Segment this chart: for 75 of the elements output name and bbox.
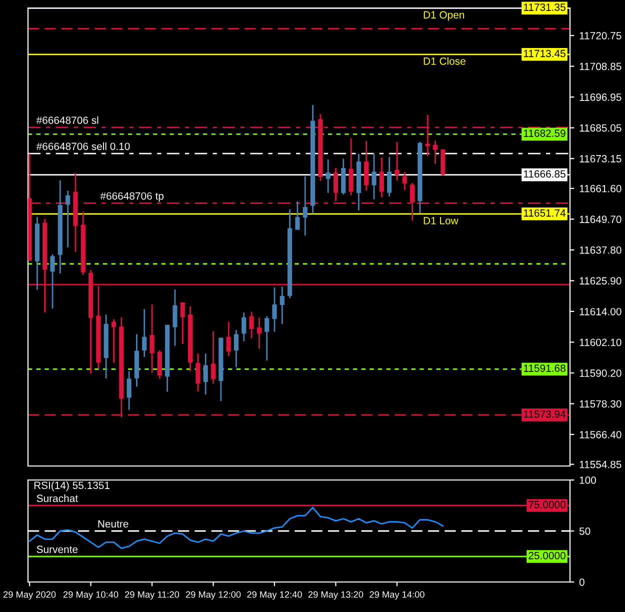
y-tick-label: 11625.90 xyxy=(580,277,622,285)
candlestick xyxy=(242,312,246,342)
annotation: D1 Low xyxy=(424,217,458,224)
annotation: D1 Close xyxy=(424,57,466,65)
candlestick xyxy=(372,153,376,200)
candlestick xyxy=(142,308,147,358)
y-tick-label: 11661.60 xyxy=(580,184,622,192)
candlestick xyxy=(180,302,185,345)
candlestick xyxy=(226,321,231,357)
ref-line-label: Surachat xyxy=(36,494,78,502)
candlestick xyxy=(379,156,384,198)
x-tick-label: 29 May 13:20 xyxy=(308,591,364,600)
x-tick-label: 29 May 12:00 xyxy=(186,591,241,600)
annotation: D1 Open xyxy=(424,11,464,21)
candlestick xyxy=(172,288,178,347)
y-tick-label: 11637.80 xyxy=(580,246,622,254)
candlestick xyxy=(432,140,438,165)
y-tick-label: 11602.10 xyxy=(580,338,622,346)
y-tick-label: 11614.00 xyxy=(580,308,622,316)
annotation: 75.0000 xyxy=(528,500,566,508)
y-tick-label: 11685.05 xyxy=(580,124,622,132)
candlestick xyxy=(402,171,407,191)
candlestick xyxy=(150,304,154,374)
candlestick xyxy=(66,190,70,248)
y-tick-label: 11578.30 xyxy=(580,400,622,408)
y-tick-label: 0 xyxy=(579,578,584,586)
candlestick xyxy=(126,370,132,411)
ref-line-label: #66648706 tp xyxy=(100,192,164,202)
candlestick xyxy=(234,329,239,368)
candlestick xyxy=(348,138,354,196)
annotation: 11573.94 xyxy=(524,410,566,418)
candlestick xyxy=(280,286,284,325)
x-tick-label: 29 May 12:40 xyxy=(247,591,302,600)
candlestick xyxy=(264,315,270,362)
y-tick-label: 11673.15 xyxy=(580,155,622,162)
candlestick xyxy=(272,286,277,333)
y-tick-label: 11590.20 xyxy=(580,369,622,377)
y-tick-label: 11649.70 xyxy=(580,216,622,224)
candlestick xyxy=(295,200,300,230)
ref-line-label: #66648706 sl xyxy=(36,116,98,124)
annotation: 11682.59 xyxy=(524,130,566,137)
candlestick xyxy=(203,352,208,396)
candlestick xyxy=(249,311,254,340)
y-tick-label: 11554.85 xyxy=(580,460,622,468)
candlestick xyxy=(196,352,200,392)
annotation: 11591.68 xyxy=(524,364,566,372)
candlestick xyxy=(394,141,400,182)
y-tick-label: 11696.95 xyxy=(580,94,622,101)
candlestick xyxy=(210,330,216,384)
annotation: 25.0000 xyxy=(528,552,566,560)
ref-line-label: Survente xyxy=(36,546,78,554)
y-tick-label: 11720.75 xyxy=(580,32,622,40)
ref-line-label: #66648706 sell 0.10 xyxy=(36,142,130,150)
candlestick xyxy=(326,158,330,194)
candlestick xyxy=(364,140,369,192)
candlestick xyxy=(50,254,55,310)
annotation: 11651.74 xyxy=(524,209,566,217)
x-tick-label: 29 May 2020 xyxy=(3,591,56,600)
chart-title: RSI(14) 55.1351 xyxy=(34,481,110,492)
y-tick-label: 100 xyxy=(580,476,596,484)
x-tick-label: 29 May 10:40 xyxy=(63,591,118,600)
candlestick xyxy=(111,318,116,364)
x-tick-label: 29 May 14:00 xyxy=(370,591,424,600)
annotation: 11666.85 xyxy=(524,170,566,178)
candlestick xyxy=(302,176,308,236)
y-tick-label: 11566.40 xyxy=(580,430,622,438)
y-tick-label: 11708.85 xyxy=(580,62,622,70)
y-tick-label: 50 xyxy=(579,528,590,535)
candlestick xyxy=(256,316,262,350)
candlestick xyxy=(157,350,162,380)
annotation: 11731.35 xyxy=(524,4,566,11)
x-tick-label: 29 May 11:20 xyxy=(125,591,180,600)
candlestick xyxy=(387,156,392,198)
annotation: 11713.45 xyxy=(524,50,566,58)
ref-line-label: Neutre xyxy=(98,520,128,528)
